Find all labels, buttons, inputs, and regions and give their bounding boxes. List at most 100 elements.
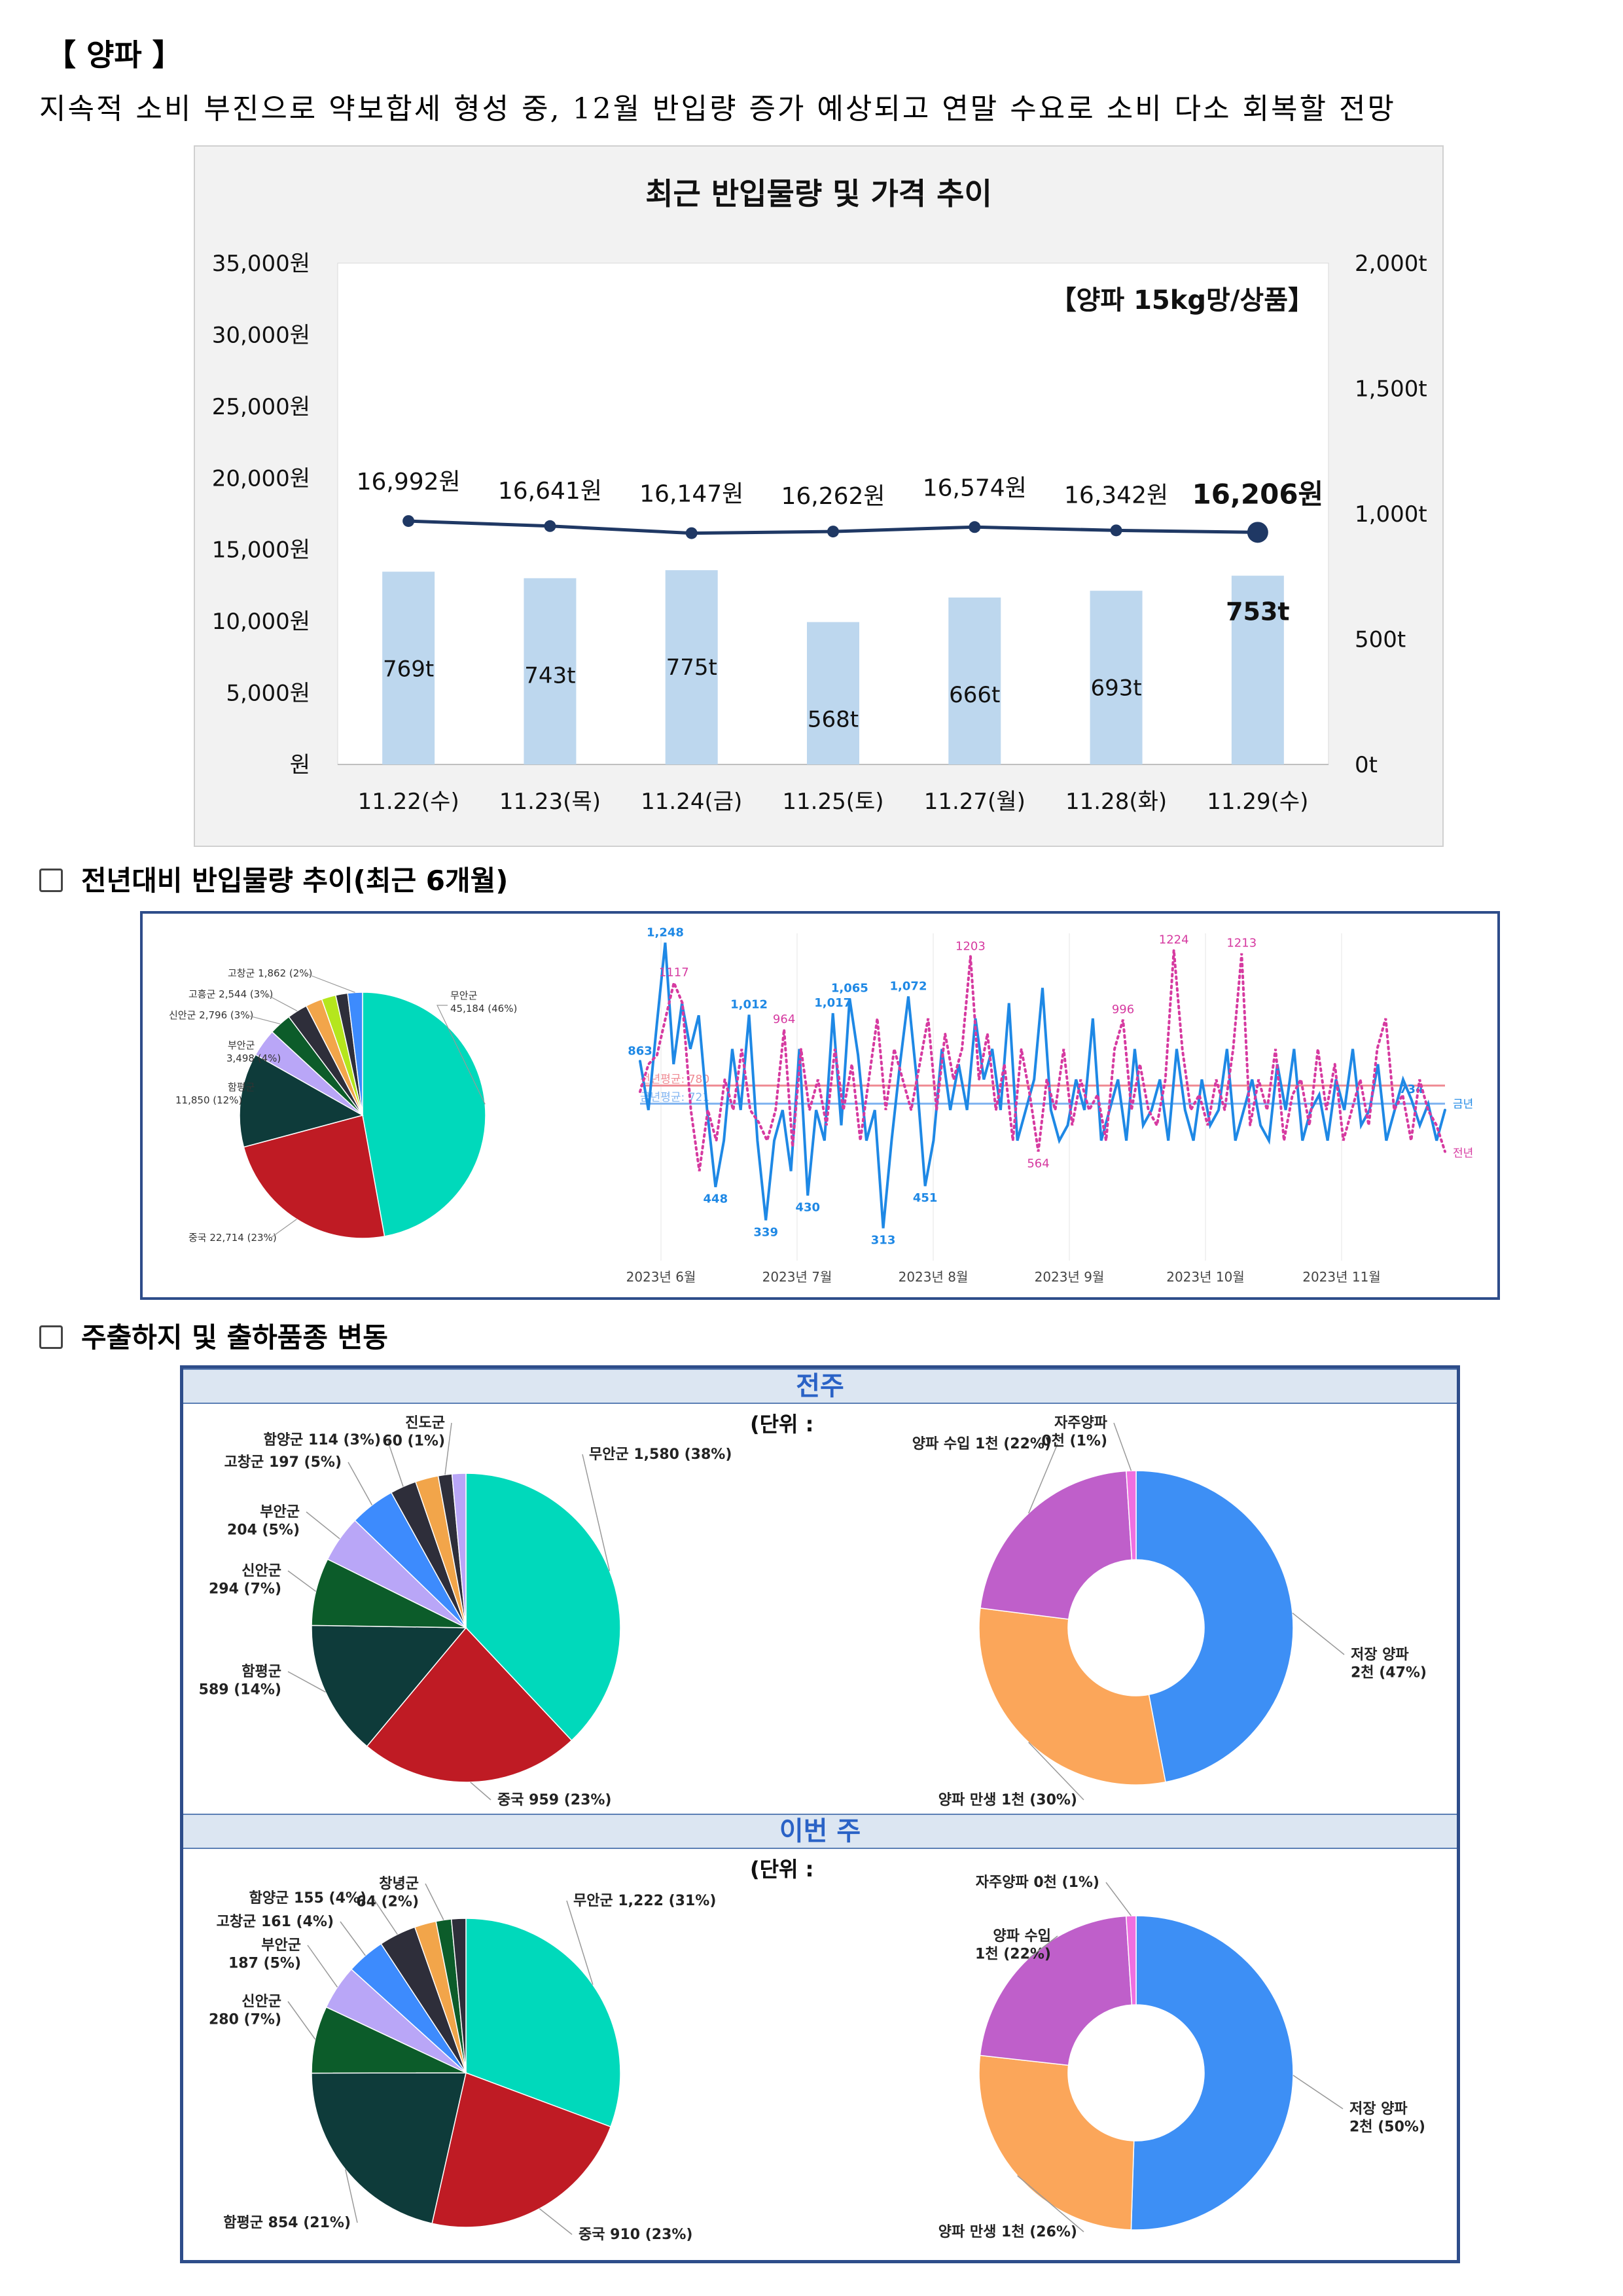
average-label: 금년평균: 721 [640, 1091, 709, 1104]
pie-label: 함평군 854 (21%) [223, 2215, 351, 2231]
donut-label: 저장 양파 2천 (47%) [1351, 1647, 1427, 1681]
variety-week-slice [1135, 1470, 1294, 1783]
pie-leader [372, 1897, 398, 1935]
donut-leader [1113, 1422, 1132, 1471]
pie-leader [539, 2208, 573, 2235]
price-volume-chart: 최근 반입물량 및 가격 추이원 5,000원 10,000원 15,000원 20,0… [194, 145, 1444, 847]
origin-pie-6m: 무안군 45,184 (46%) 중국 22,714 (23%) 함평군11,850 … [169, 967, 517, 1244]
volume-bar [524, 578, 577, 764]
right-tick-label: 2,000t [1355, 251, 1427, 277]
pie-leader [306, 1511, 340, 1539]
donut-label: 양파 만생 1천 (26%) [938, 2224, 1077, 2240]
price-point [685, 527, 698, 539]
x-tick-label: 2023년 9월 [1035, 1269, 1105, 1285]
pie-leader [245, 1014, 281, 1025]
volume-bar-label: 753t [1226, 598, 1290, 626]
data-label: 1117 [659, 965, 689, 979]
donut-leader [1292, 1612, 1345, 1655]
chart-unit-annotation: 【양파 15kg망/상품】 [1050, 285, 1314, 315]
pie-leader [287, 1570, 317, 1592]
x-tick-label: 2023년 7월 [762, 1269, 832, 1285]
pie-leader [287, 1671, 326, 1693]
left-tick-label: 35,000원 [212, 251, 310, 277]
variety-donut-this: 저장 양파 2천 (50%) 양파 만생 1천 (26%) 양파 수입 1천 (22%)… [938, 1874, 1425, 2240]
left-tick-label: 25,000원 [212, 394, 310, 420]
pie-label: 신안군 280 (7%) [209, 1994, 281, 2028]
data-label: 1203 [955, 939, 986, 953]
volume-bar-label: 666t [949, 682, 1000, 708]
variety-week-slice [978, 2054, 1135, 2231]
pie-label: 고흥군 2,544 (3%) [188, 988, 273, 1000]
pie-label: 45,184 (46%) [450, 1003, 517, 1014]
data-label: 564 [1027, 1157, 1049, 1170]
volume-bar [1231, 575, 1284, 764]
x-tick-label: 2023년 11월 [1302, 1269, 1381, 1285]
variety-week-slice [978, 1607, 1166, 1785]
data-label: 863 [628, 1044, 652, 1058]
pie-label: 중국 910 (23%) [579, 2227, 693, 2243]
price-point-label: 16,641원 [498, 478, 602, 505]
price-point-label: 16,147원 [639, 481, 743, 508]
x-tick-label: 2023년 6월 [627, 1269, 696, 1285]
origin-pie-this: (단위 : 톤, %)(단위 : 톤, %)무안군 1,222 (31%)중국 … [209, 1857, 818, 2243]
x-tick-label: 2023년 8월 [899, 1269, 969, 1285]
volume-bar [665, 570, 718, 764]
pie-leader [425, 1883, 444, 1920]
origin-week-slice [311, 1558, 467, 1628]
right-tick-label: 1,500t [1355, 376, 1427, 403]
pie-label: 함평군 [228, 1081, 255, 1093]
volume-bar-label: 743t [524, 662, 575, 689]
category-label: 11.24(금) [641, 789, 742, 815]
volume-bar-label: 769t [383, 656, 434, 682]
origin-week-slice [311, 2006, 467, 2074]
pie-leader [437, 1005, 486, 1105]
right-tick-label: 0t [1355, 752, 1378, 778]
section-origin-title: 주출하지 및 출하품종 변동 [39, 1316, 388, 1355]
pie-leader [304, 973, 355, 993]
right-tick-label: 1,000t [1355, 501, 1427, 528]
category-label: 11.22(수) [358, 789, 459, 815]
variety-donut-prev: 저장 양파 2천 (47%) 양파 만생 1천 (30%) 양파 수입 1천 (22%… [912, 1415, 1427, 1808]
pie-leader [307, 1945, 338, 1988]
volume-bar [382, 571, 435, 764]
pie-label: 신안군 2,796 (3%) [169, 1009, 253, 1021]
pie-label: 11,850 (12%) [175, 1094, 242, 1106]
origin-variety-panel: 전주 이번 주 (단위 : 톤, %) 무안군 1,580 (38%) 중국 959… [180, 1365, 1460, 2263]
pie-label: 부안군 187 (5%) [228, 1937, 301, 1972]
pie-leader [470, 1782, 491, 1801]
category-label: 11.28(화) [1065, 789, 1167, 815]
origin-week-slice [366, 1626, 573, 1783]
checkbox-icon [39, 1325, 63, 1349]
checkbox-icon [39, 868, 63, 892]
section-yoy-label: 전년대비 반입물량 추이(최근 6개월) [81, 865, 508, 897]
origin-week-slice [450, 1918, 467, 2073]
category-label: 11.25(토) [782, 789, 883, 815]
pie-label: 함양군 114 (3%) [264, 1432, 381, 1448]
origin-pie-prev: (단위 : 톤, %) 무안군 1,580 (38%) 중국 959 (23%) 함평… [199, 1412, 818, 1808]
donut-label: 저장 양파 2천 (50%) [1349, 2101, 1425, 2136]
price-point-label: 16,342원 [1064, 482, 1168, 509]
pie-label: 중국 22,714 (23%) [188, 1232, 277, 1244]
pie-label: 고창군 197 (5%) [224, 1454, 342, 1471]
pie-leader [582, 1454, 611, 1571]
chart-title: 최근 반입물량 및 가격 추이 [645, 176, 992, 211]
data-label: 1224 [1159, 933, 1189, 946]
data-label: 1,017 [814, 996, 851, 1010]
category-label: 11.27(월) [924, 789, 1026, 815]
pie-label: 무안군 1,222 (31%) [573, 1893, 716, 1909]
origin-week-slice [311, 1624, 467, 1748]
series-end-label: 전년 [1453, 1147, 1473, 1160]
data-label: 1,072 [890, 979, 927, 993]
section-yoy-title: 전년대비 반입물량 추이(최근 6개월) [39, 859, 508, 899]
origin-week-slice [451, 1473, 467, 1628]
donut-leader [1027, 1935, 1058, 1960]
left-tick-label: 원 [290, 752, 310, 778]
price-point [827, 526, 839, 538]
volume-bar-label: 568t [808, 706, 859, 732]
price-point-label: 16,574원 [923, 475, 1027, 501]
right-tick-label: 500t [1355, 627, 1406, 653]
donut-label: 자주양파 0천 (1%) [1041, 1415, 1107, 1450]
variety-week-slice [979, 1915, 1133, 2066]
band-prev-week: 전주 [183, 1369, 1457, 1404]
left-tick-label: 5,000원 [226, 681, 310, 707]
